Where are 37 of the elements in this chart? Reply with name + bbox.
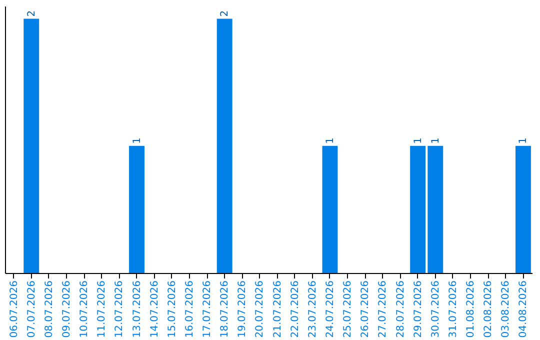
x-tick-label: 23.07.2026: [307, 280, 318, 338]
x-tick-label: 15.07.2026: [166, 280, 178, 338]
x-tick-label: 16.07.2026: [184, 280, 196, 338]
x-tick-label: 18.07.2026: [220, 280, 231, 338]
data-label: 1: [430, 137, 442, 144]
data-label: 1: [132, 137, 143, 144]
x-tick-label: 10.07.2026: [79, 280, 90, 338]
x-tick-label: 22.07.2026: [290, 280, 301, 338]
x-tick-label: 30.07.2026: [430, 280, 442, 338]
x-tick-label: 31.07.2026: [448, 280, 459, 338]
x-tick-label: 24.07.2026: [324, 280, 336, 338]
x-tick-label: 02.08.2026: [483, 280, 494, 338]
x-tick-label: 25.07.2026: [342, 280, 354, 338]
x-tick-label: 04.08.2026: [518, 280, 530, 338]
x-tick-label: 19.07.2026: [237, 280, 248, 338]
data-label: 2: [220, 10, 231, 17]
x-tick-label: 11.07.2026: [96, 280, 108, 338]
data-label: 1: [518, 137, 530, 144]
x-tick-label: 20.07.2026: [254, 280, 266, 338]
x-tick-label: 21.07.2026: [272, 280, 284, 338]
x-tick-label: 01.08.2026: [466, 280, 477, 338]
data-label: 2: [26, 10, 38, 17]
x-tick-label: 08.07.2026: [44, 280, 55, 338]
x-tick-label: 12.07.2026: [114, 280, 126, 338]
x-tick-label: 13.07.2026: [132, 280, 143, 338]
x-tick-label: 28.07.2026: [395, 280, 406, 338]
x-tick-label: 06.07.2026: [8, 280, 20, 338]
x-tick-label: 03.08.2026: [500, 280, 512, 338]
x-tick-label: 17.07.2026: [202, 280, 214, 338]
x-tick-label: 07.07.2026: [26, 280, 38, 338]
x-tick-label: 27.07.2026: [378, 280, 389, 338]
data-label: 1: [324, 137, 336, 144]
x-tick-label: 09.07.2026: [61, 280, 72, 338]
data-label: 1: [412, 137, 424, 144]
x-tick-label: 29.07.2026: [412, 280, 424, 338]
x-tick-label: 26.07.2026: [360, 280, 372, 338]
x-tick-label: 14.07.2026: [149, 280, 160, 338]
